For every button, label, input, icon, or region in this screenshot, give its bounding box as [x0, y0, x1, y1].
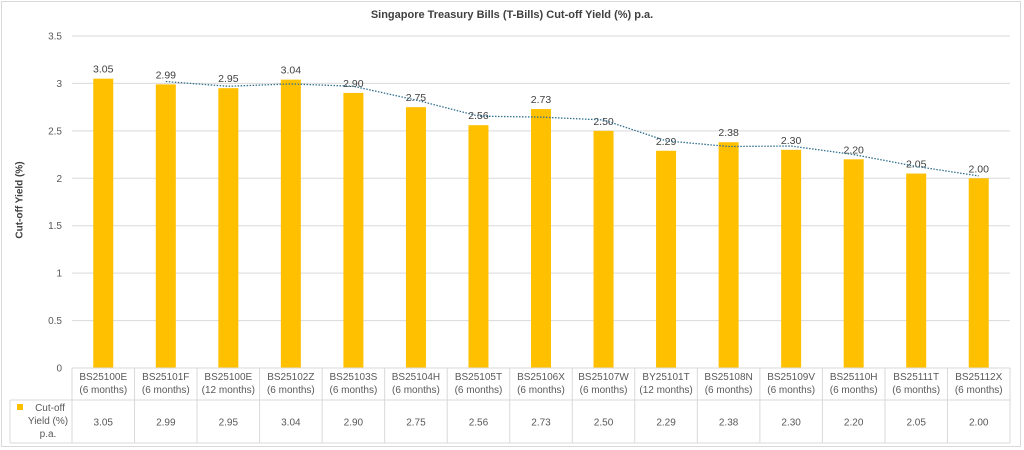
table-value: 2.30 [781, 418, 801, 429]
category-label: BS25101F [142, 372, 189, 383]
legend-key [17, 404, 23, 410]
data-label: 3.05 [93, 64, 114, 76]
category-label: BS25106X [517, 372, 565, 383]
category-sublabel: (6 months) [767, 385, 815, 396]
category-label: BS25102Z [267, 372, 314, 383]
table-value: 2.99 [156, 418, 176, 429]
y-tick-label: 1.5 [48, 221, 62, 232]
bar [781, 149, 802, 368]
category-label: BS25111T [893, 372, 939, 383]
category-sublabel: (6 months) [392, 385, 440, 396]
bar [155, 84, 176, 369]
bar [843, 159, 864, 368]
category-sublabel: (6 months) [580, 385, 628, 396]
data-label: 2.73 [531, 94, 552, 106]
category-sublabel: (6 months) [830, 385, 878, 396]
category-label: BS25104H [392, 372, 440, 383]
y-tick-label: 2.5 [48, 126, 62, 137]
category-label: BS25107W [578, 372, 629, 383]
y-tick-label: 1 [56, 269, 62, 280]
data-label: 2.99 [156, 69, 177, 81]
category-label: BS25103S [329, 372, 377, 383]
category-sublabel: (6 months) [892, 385, 940, 396]
category-sublabel: (6 months) [517, 385, 565, 396]
table-value: 2.00 [969, 418, 989, 429]
series-name: Yield (%) [28, 416, 68, 427]
chart-title: Singapore Treasury Bills (T-Bills) Cut-o… [370, 9, 654, 21]
bar [906, 173, 927, 368]
data-label: 2.75 [406, 92, 427, 104]
series-name: p.a. [40, 429, 57, 440]
data-label: 2.05 [906, 159, 927, 171]
bar [218, 88, 239, 369]
table-value: 3.05 [94, 418, 114, 429]
trendline [165, 80, 979, 177]
category-sublabel: (12 months) [202, 385, 255, 396]
table-value: 3.04 [281, 418, 301, 429]
bar [468, 125, 489, 368]
category-sublabel: (6 months) [705, 385, 753, 396]
data-label: 2.56 [468, 110, 489, 122]
category-label: BS25112X [955, 372, 1002, 383]
table-value: 2.73 [531, 418, 551, 429]
category-label: BS25100E [204, 372, 252, 383]
bar [656, 150, 677, 368]
category-sublabel: (6 months) [267, 385, 315, 396]
series-name: Cut-off [35, 403, 65, 414]
table-value: 2.75 [406, 418, 426, 429]
data-label: 2.50 [593, 116, 614, 128]
table-value: 2.50 [594, 418, 614, 429]
category-label: BS25105T [455, 372, 502, 383]
data-label: 2.29 [656, 136, 677, 148]
category-label: BS25110H [830, 372, 878, 383]
category-sublabel: (6 months) [455, 385, 503, 396]
bar [718, 142, 739, 368]
bar [280, 79, 301, 369]
table-value: 2.38 [719, 418, 739, 429]
category-sublabel: (6 months) [955, 385, 1003, 396]
bar [968, 178, 989, 368]
category-label: BS25100E [79, 372, 127, 383]
category-sublabel: (12 months) [639, 385, 692, 396]
category-label: BY25101T [642, 372, 689, 383]
y-tick-label: 0.5 [48, 316, 62, 327]
category-sublabel: (6 months) [79, 385, 127, 396]
y-tick-label: 2 [56, 174, 62, 185]
bar [343, 92, 364, 369]
bar [593, 130, 614, 368]
table-value: 2.05 [906, 418, 926, 429]
data-label: 3.04 [281, 65, 302, 77]
table-value: 2.29 [656, 418, 676, 429]
data-label: 2.38 [718, 127, 739, 139]
category-sublabel: (6 months) [142, 385, 190, 396]
table-value: 2.90 [344, 418, 364, 429]
y-tick-label: 0 [56, 364, 62, 375]
data-label: 2.30 [781, 135, 802, 147]
bar [93, 78, 114, 368]
data-label: 2.95 [218, 73, 239, 85]
y-tick-label: 3 [56, 79, 62, 90]
bar [531, 109, 551, 368]
category-sublabel: (6 months) [330, 385, 378, 396]
table-value: 2.95 [219, 418, 239, 429]
y-tick-label: 3.5 [48, 32, 62, 43]
table-value: 2.20 [844, 418, 864, 429]
bar [405, 107, 426, 369]
table-value: 2.56 [469, 418, 489, 429]
category-label: BS25108N [704, 372, 752, 383]
category-label: BS25109V [767, 372, 815, 383]
data-label: 2.00 [969, 163, 990, 175]
